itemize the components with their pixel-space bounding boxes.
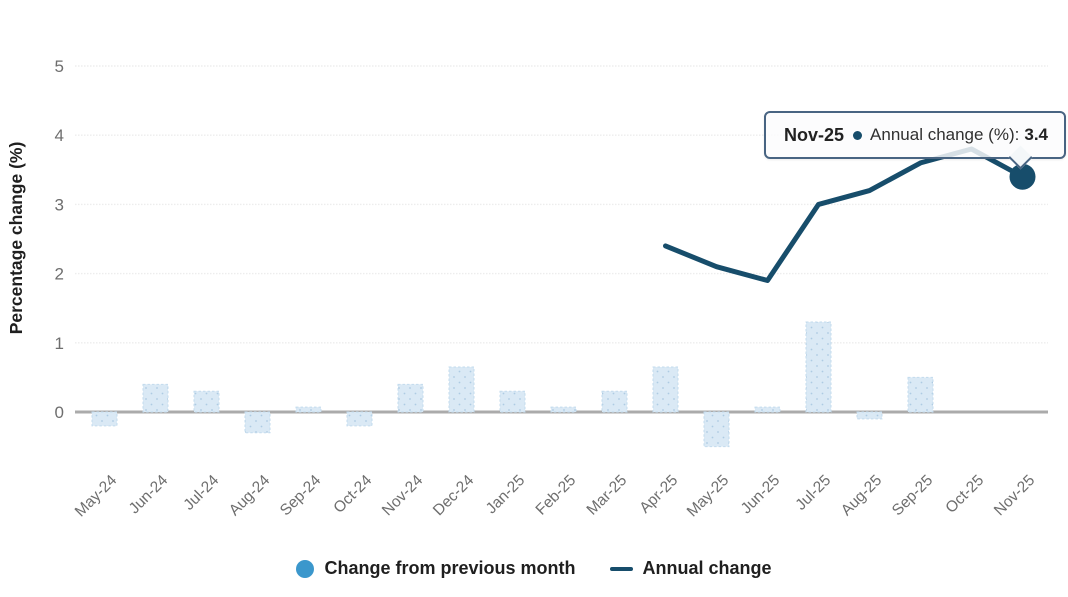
x-axis-tick-label: Mar-25 — [584, 472, 631, 519]
x-axis-tick-label: Jan-25 — [483, 472, 529, 518]
x-axis-tick-label: Jul-25 — [792, 472, 834, 514]
y-axis-title: Percentage change (%) — [6, 142, 26, 335]
bar-monthly-change[interactable] — [550, 406, 577, 413]
x-axis-tick-label: Jun-25 — [738, 472, 784, 518]
bar-monthly-change[interactable] — [397, 383, 424, 413]
bar-monthly-change[interactable] — [142, 383, 169, 413]
legend-item-monthly-change[interactable]: Change from previous month — [296, 558, 576, 579]
y-axis-tick-label: 3 — [55, 195, 64, 214]
x-axis-tick-label: May-25 — [684, 472, 733, 521]
x-axis-tick-label: Jul-24 — [180, 472, 222, 514]
x-axis-tick-label: Feb-25 — [533, 472, 580, 519]
x-axis-tick-label: Nov-24 — [379, 472, 427, 520]
x-axis-tick-label: Aug-24 — [226, 472, 274, 520]
tooltip: Nov-25 Annual change (%): 3.4 — [764, 111, 1066, 159]
legend-line-swatch-icon — [609, 566, 633, 571]
bar-monthly-change[interactable] — [193, 390, 220, 413]
bar-monthly-change[interactable] — [703, 411, 730, 448]
bar-monthly-change[interactable] — [652, 366, 679, 413]
legend-item-label: Change from previous month — [324, 558, 576, 578]
y-axis-tick-label: 2 — [55, 265, 64, 284]
bar-monthly-change[interactable] — [91, 411, 118, 427]
bar-monthly-change[interactable] — [244, 411, 271, 434]
tooltip-series-dot-icon — [853, 130, 863, 140]
x-axis-tick-label: Oct-25 — [942, 472, 987, 517]
y-axis-tick-label: 1 — [55, 334, 64, 353]
bar-monthly-change[interactable] — [448, 366, 475, 413]
x-axis-tick-label: Nov-25 — [991, 472, 1038, 519]
bar-monthly-change[interactable] — [601, 390, 628, 413]
highlighted-data-point[interactable] — [1009, 163, 1036, 190]
bar-monthly-change[interactable] — [295, 406, 322, 413]
x-axis-tick-label: Sep-25 — [889, 472, 936, 519]
bar-monthly-change[interactable] — [856, 411, 883, 420]
bar-monthly-change[interactable] — [805, 321, 832, 413]
tooltip-category-label: Nov-25 — [784, 124, 845, 145]
bar-monthly-change[interactable] — [754, 406, 781, 413]
y-axis-tick-label: 5 — [55, 57, 64, 76]
x-axis-tick-label: Sep-24 — [277, 472, 325, 520]
legend-circle-swatch-icon — [296, 559, 315, 578]
x-axis-tick-label: May-24 — [72, 472, 121, 521]
bar-monthly-change[interactable] — [907, 376, 934, 413]
x-axis-tick-label: Jun-24 — [126, 472, 172, 518]
legend: Change from previous month Annual change — [0, 558, 1068, 579]
x-axis-tick-label: Aug-25 — [838, 472, 885, 519]
tooltip-value: 3.4 — [1024, 125, 1048, 144]
legend-item-label: Annual change — [642, 558, 772, 578]
bar-monthly-change[interactable] — [346, 411, 373, 427]
x-axis-tick-label: Oct-24 — [330, 472, 375, 517]
y-axis-tick-label: 0 — [55, 403, 64, 422]
legend-item-annual-change[interactable]: Annual change — [609, 558, 772, 579]
bar-monthly-change[interactable] — [499, 390, 526, 413]
y-axis-tick-label: 4 — [55, 126, 64, 145]
tooltip-series-label: Annual change (%): — [870, 125, 1020, 144]
x-axis-tick-label: Dec-24 — [430, 472, 478, 520]
x-axis-tick-label: Apr-25 — [636, 472, 681, 517]
annual-change-line[interactable] — [663, 146, 1025, 283]
